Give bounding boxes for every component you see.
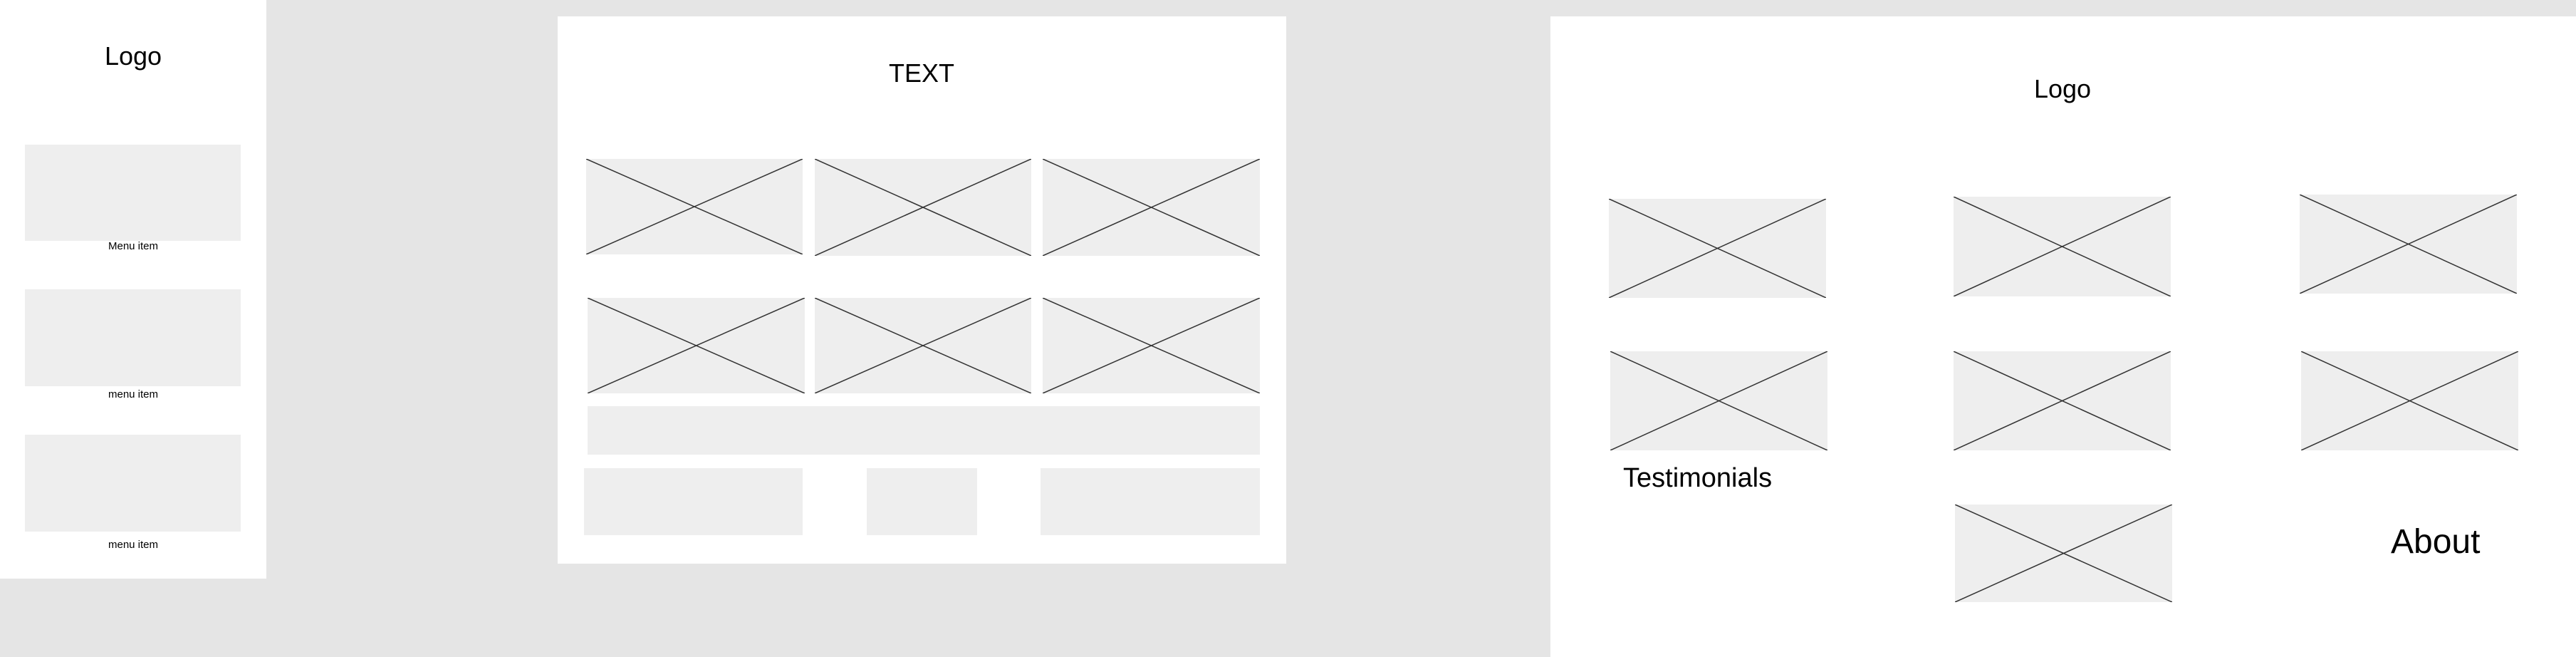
footer-block-right [1041,468,1260,535]
footer-block-left [584,468,803,535]
image-placeholder-icon [2301,351,2518,450]
menu-item-label: menu item [108,539,159,551]
logo: Logo [104,41,162,71]
grid-page-frame: TEXT [558,16,1286,564]
landing-page-frame: Logo Testimonials About [1550,16,2576,657]
image-placeholder-icon [1043,159,1260,256]
footer-block-center[interactable] [867,468,977,535]
image-placeholder-icon [586,159,803,254]
image-placeholder-icon [815,298,1031,393]
logo: Logo [2033,74,2092,103]
about-heading: About [2391,523,2481,561]
image-placeholder-icon [1954,351,2171,450]
image-placeholder-icon [588,298,805,393]
menu-item-label: menu item [108,388,159,400]
menu-item-tile-2[interactable] [25,289,241,386]
image-placeholder-icon [1954,197,2171,296]
menu-item-label: Menu item [108,240,159,252]
banner-placeholder [588,406,1260,455]
image-placeholder-icon [1609,199,1826,298]
image-placeholder-icon [1043,298,1260,393]
menu-item-tile-1[interactable] [25,145,241,241]
menu-item-tile-3[interactable] [25,435,241,532]
image-placeholder-icon [815,159,1031,256]
image-placeholder-icon [1610,351,1827,450]
page-title: TEXT [888,58,955,88]
image-placeholder-icon [1955,505,2172,602]
testimonials-heading: Testimonials [1623,463,1773,493]
mobile-menu-frame: Logo Menu item menu item menu item [0,0,266,579]
image-placeholder-icon [2300,195,2517,294]
